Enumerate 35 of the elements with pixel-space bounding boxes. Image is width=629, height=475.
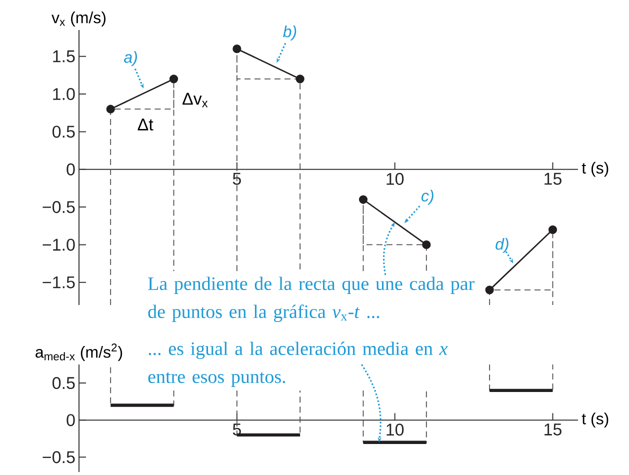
y-tick-label: 0	[66, 163, 75, 176]
y-tick-label: 0	[66, 414, 75, 426]
point	[358, 195, 368, 204]
x-axis-title: t (s)	[582, 412, 608, 428]
point	[485, 286, 494, 294]
y-tick-label: 1.5	[53, 50, 75, 62]
x-tick-label: 10	[386, 424, 404, 436]
y-tick-label: −1.0	[42, 238, 75, 251]
annotation: Δt	[138, 118, 154, 130]
y-axis-title: v$_{x}$ (m/s)	[52, 12, 106, 26]
x-tick-label: 15	[544, 424, 562, 436]
y-tick-label: 0.5	[52, 377, 75, 390]
x-tick-label: 15	[544, 172, 562, 185]
y-tick-label: −0.5	[42, 201, 75, 214]
x-tick-label: 5	[232, 172, 241, 185]
annotation: d)	[496, 238, 508, 253]
x-axis-title: t (s)	[582, 162, 608, 177]
y-axis-title: a$_{med-x}$ (m/s$^{2}$)	[36, 344, 122, 361]
x-tick-label: 10	[386, 172, 404, 185]
annotation: c)	[422, 190, 434, 205]
point	[422, 240, 431, 250]
annotation: a)	[124, 51, 137, 66]
y-tick-label: 0.5	[52, 126, 75, 138]
y-tick-label: −0.5	[42, 451, 75, 464]
point	[296, 74, 304, 84]
annotation: b)	[283, 26, 296, 40]
point	[232, 44, 242, 54]
y-tick-label: 1.0	[53, 88, 75, 100]
text: ... es igual a la aceleración media en x entre esos puntos.	[148, 342, 448, 387]
point	[169, 74, 178, 84]
point	[106, 104, 115, 114]
annotation: La pendiente de la recta que une cada par de puntos en la gráfica v$_{x}$-t ...	[148, 276, 474, 322]
point	[548, 225, 558, 234]
annotation: Δv$_{x}$	[182, 92, 208, 108]
y-tick-label: −1.5	[42, 276, 75, 288]
